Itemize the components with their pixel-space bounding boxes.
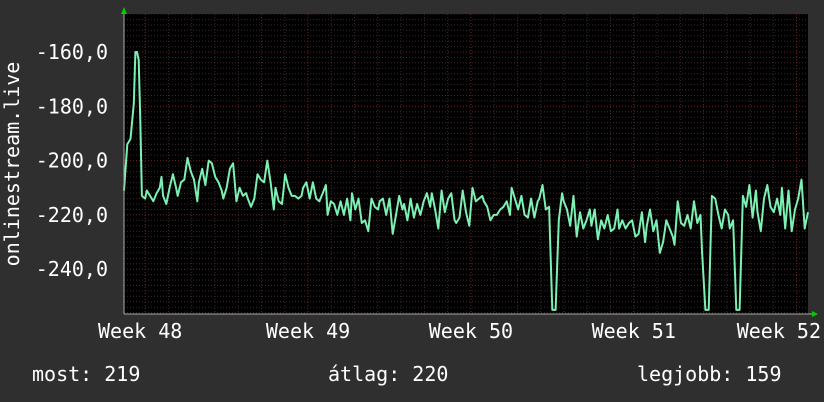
series-line	[123, 51, 809, 311]
axes	[121, 7, 818, 317]
y-axis-label: onlinestream.live	[0, 62, 24, 267]
x-tick-label: Week 48	[98, 319, 182, 343]
x-tick-label: Week 51	[592, 319, 676, 343]
x-tick-label: Week 52	[737, 319, 821, 343]
y-tick-label: -240,0	[36, 257, 108, 281]
y-tick-label: -200,0	[36, 149, 108, 173]
series-line-group	[123, 51, 809, 311]
y-tick-labels: -160,0 -180,0 -200,0 -220,0 -240,0	[36, 40, 108, 281]
y-tick-label: -160,0	[36, 40, 108, 64]
y-tick-label: -220,0	[36, 203, 108, 227]
y-tick-label: -180,0	[36, 94, 108, 118]
x-tick-labels: Week 48 Week 49 Week 50 Week 51 Week 52	[98, 319, 821, 343]
stat-current: most: 219	[32, 362, 141, 386]
stat-best: legjobb: 159	[637, 362, 782, 386]
y-axis-arrow	[121, 7, 127, 14]
x-tick-label: Week 49	[266, 319, 350, 343]
x-tick-label: Week 50	[429, 319, 513, 343]
stat-average: átlag: 220	[328, 362, 449, 386]
x-axis-arrow	[812, 311, 818, 317]
